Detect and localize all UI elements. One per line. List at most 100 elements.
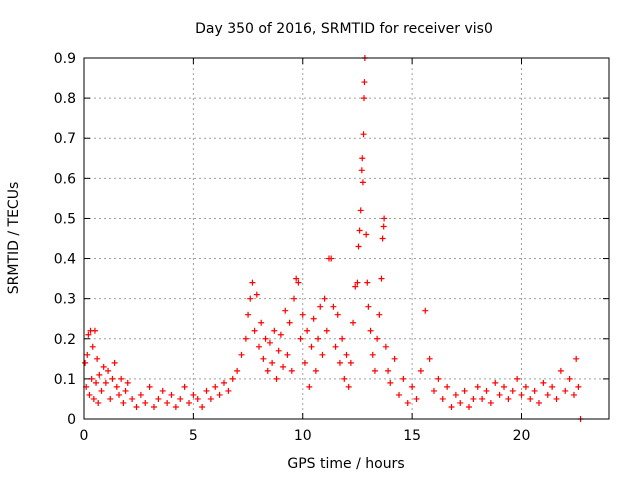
data-point	[216, 391, 223, 398]
data-point	[286, 319, 293, 326]
data-point	[172, 403, 179, 410]
data-point	[284, 351, 291, 358]
data-point	[461, 387, 468, 394]
data-point	[118, 375, 125, 382]
y-tick-label: 0.2	[54, 332, 76, 348]
data-point	[190, 391, 197, 398]
data-point	[501, 383, 507, 390]
data-point	[540, 379, 547, 386]
y-tick-label: 0.3	[54, 292, 76, 308]
data-point	[116, 391, 122, 398]
data-point	[571, 391, 577, 398]
data-point	[221, 379, 227, 386]
data-point	[111, 359, 118, 366]
data-point	[181, 383, 188, 390]
data-point	[177, 395, 184, 402]
data-point	[364, 279, 371, 286]
data-point	[277, 331, 284, 338]
data-point	[328, 255, 335, 262]
data-point	[295, 279, 302, 286]
data-point	[536, 399, 542, 406]
data-point	[457, 399, 464, 406]
data-point	[310, 315, 317, 322]
data-point	[146, 383, 153, 390]
data-point	[275, 347, 282, 354]
data-point	[291, 295, 297, 302]
data-point	[332, 343, 339, 350]
data-point	[352, 283, 359, 290]
data-point	[293, 275, 300, 282]
data-point	[378, 275, 385, 282]
data-point	[84, 351, 91, 358]
x-tick-label: 0	[80, 428, 89, 444]
data-point	[382, 343, 389, 350]
data-point	[98, 387, 105, 394]
data-point	[356, 227, 363, 234]
data-point	[566, 375, 573, 382]
data-point	[312, 367, 319, 374]
data-point	[387, 379, 394, 386]
data-point	[417, 367, 424, 374]
data-point	[359, 155, 366, 162]
data-point	[321, 295, 328, 302]
data-point	[385, 367, 392, 374]
x-tick-label: 20	[513, 428, 531, 444]
data-point	[354, 279, 361, 286]
data-point	[400, 375, 407, 382]
data-point	[107, 395, 114, 402]
data-point	[431, 387, 437, 394]
data-point	[474, 383, 481, 390]
data-point	[343, 351, 350, 358]
data-point	[234, 367, 241, 374]
data-point	[266, 339, 273, 346]
data-point	[374, 335, 381, 342]
data-point	[282, 307, 289, 314]
data-point	[376, 311, 383, 318]
data-point	[319, 351, 326, 358]
data-point	[109, 375, 116, 382]
data-point	[225, 387, 232, 394]
data-point	[487, 399, 494, 406]
data-point	[212, 383, 219, 390]
data-point	[273, 375, 280, 382]
data-point	[304, 327, 311, 334]
data-point	[269, 359, 276, 366]
data-point	[365, 303, 372, 310]
data-point	[306, 383, 313, 390]
y-tick-label: 0.9	[54, 51, 76, 67]
y-tick-label: 0.6	[54, 171, 76, 187]
data-point	[341, 375, 348, 382]
data-point	[435, 375, 442, 382]
data-point	[404, 399, 411, 406]
data-point	[199, 403, 206, 410]
data-point	[531, 387, 538, 394]
data-point	[360, 131, 367, 138]
x-tick-label: 5	[189, 428, 198, 444]
y-axis-title: SRMTID / TECUs	[6, 182, 22, 295]
data-point	[562, 387, 569, 394]
data-point	[330, 303, 337, 310]
y-tick-label: 0.7	[54, 131, 76, 147]
data-point	[168, 391, 175, 398]
data-point	[253, 291, 260, 298]
chart-title: Day 350 of 2016, SRMTID for receiver vis…	[195, 21, 493, 37]
data-point	[100, 363, 107, 370]
data-point	[422, 307, 429, 314]
data-point	[129, 395, 136, 402]
data-point	[380, 223, 387, 230]
data-point	[262, 335, 269, 342]
data-point	[164, 399, 171, 406]
data-point	[86, 391, 93, 398]
data-point	[336, 359, 343, 366]
data-point	[575, 383, 582, 390]
data-point	[452, 391, 459, 398]
data-point	[308, 343, 315, 350]
data-point	[264, 367, 271, 374]
data-point	[90, 395, 97, 402]
data-point	[155, 395, 162, 402]
x-tick-label: 15	[403, 428, 421, 444]
data-point	[514, 375, 521, 382]
data-point	[369, 351, 376, 358]
data-point	[186, 399, 192, 406]
